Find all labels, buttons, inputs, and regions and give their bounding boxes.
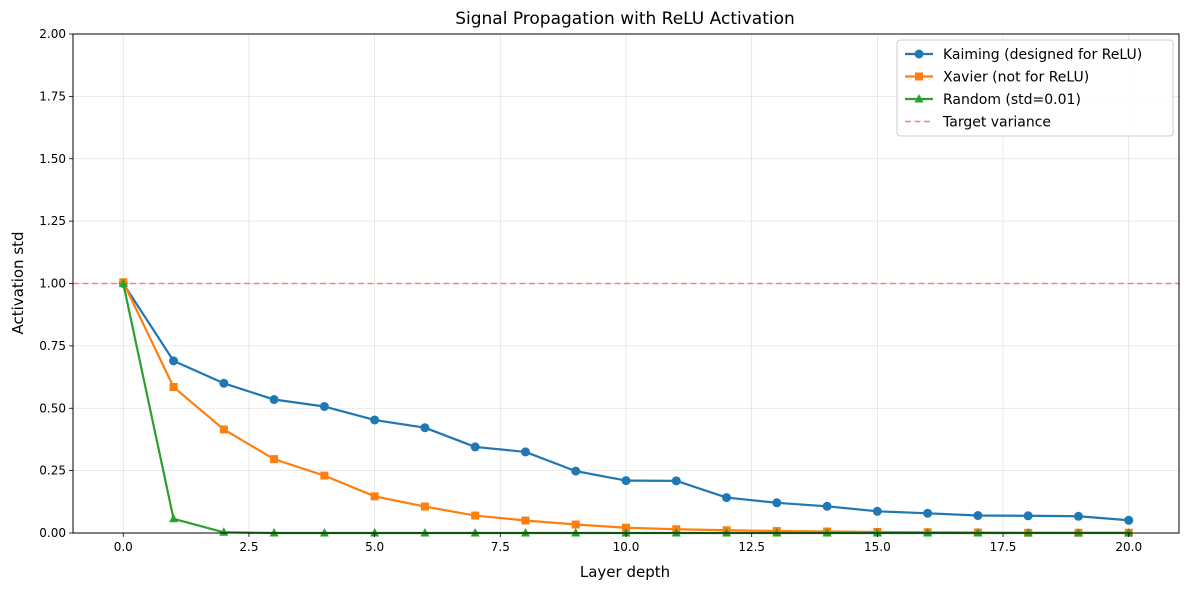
x-tick-label: 10.0 xyxy=(613,540,640,554)
data-point xyxy=(622,523,630,532)
data-point xyxy=(319,528,329,537)
legend-label: Kaiming (designed for ReLU) xyxy=(943,47,1142,63)
data-point xyxy=(219,425,228,434)
data-point xyxy=(370,415,380,425)
data-point xyxy=(1124,515,1134,525)
y-axis-label: Activation std xyxy=(9,231,27,334)
data-point xyxy=(1023,511,1033,521)
y-tick-label: 1.25 xyxy=(39,214,66,228)
data-point xyxy=(320,471,329,480)
data-point xyxy=(571,528,581,537)
legend-marker xyxy=(915,72,923,81)
data-point xyxy=(872,506,882,516)
data-point xyxy=(923,528,933,537)
x-tick-label: 7.5 xyxy=(491,540,510,554)
data-point xyxy=(973,511,983,521)
data-point xyxy=(169,513,179,523)
x-tick-label: 17.5 xyxy=(990,540,1017,554)
data-point xyxy=(521,516,530,525)
data-point xyxy=(269,528,279,537)
data-point xyxy=(520,447,530,457)
legend-entry: Xavier (not for ReLU) xyxy=(905,70,1089,86)
legend-entry: Random (std=0.01) xyxy=(905,92,1081,108)
data-point xyxy=(1023,528,1033,537)
data-point xyxy=(420,423,430,433)
data-point xyxy=(269,395,279,405)
data-point xyxy=(370,492,379,501)
chart-title: Signal Propagation with ReLU Activation xyxy=(455,9,795,29)
x-tick-label: 0.0 xyxy=(114,540,133,554)
data-point xyxy=(973,528,983,537)
data-point xyxy=(571,520,580,529)
y-tick-label: 0.75 xyxy=(39,339,66,353)
legend-marker xyxy=(914,94,924,103)
data-point xyxy=(520,528,530,537)
x-tick-label: 5.0 xyxy=(365,540,384,554)
x-tick-label: 12.5 xyxy=(738,540,765,554)
x-tick-label: 15.0 xyxy=(864,540,891,554)
data-point xyxy=(420,502,429,511)
y-tick-label: 1.75 xyxy=(39,89,66,103)
y-tick-label: 0.00 xyxy=(39,526,66,540)
legend-entry: Kaiming (designed for ReLU) xyxy=(905,47,1142,63)
y-axis: 0.00 0.25 0.50 0.75 1.00 1.25 1.50 1.75 2.00 xyxy=(39,27,73,540)
data-point xyxy=(270,455,279,464)
data-point xyxy=(772,498,782,508)
data-point xyxy=(420,528,430,537)
x-tick-label: 2.5 xyxy=(239,540,258,554)
data-point xyxy=(571,466,581,476)
legend-marker xyxy=(914,49,924,59)
data-point xyxy=(219,378,229,388)
y-tick-label: 1.50 xyxy=(39,152,66,166)
data-point xyxy=(118,278,128,287)
data-point xyxy=(621,476,631,486)
legend: Kaiming (designed for ReLU) Xavier (not f… xyxy=(896,39,1174,137)
data-point xyxy=(169,356,179,366)
data-point xyxy=(722,493,732,503)
data-point xyxy=(319,402,329,412)
x-axis-label: Layer depth xyxy=(580,563,670,581)
legend-label: Target variance xyxy=(942,115,1051,131)
data-point xyxy=(872,528,882,537)
data-point xyxy=(169,383,178,392)
x-tick-label: 20.0 xyxy=(1115,540,1142,554)
data-point xyxy=(1124,528,1134,537)
legend-entry: Target variance xyxy=(905,115,1051,131)
legend-box xyxy=(896,39,1174,137)
y-tick-label: 0.50 xyxy=(39,401,66,415)
y-tick-label: 2.00 xyxy=(39,27,66,41)
legend-label: Random (std=0.01) xyxy=(943,92,1081,108)
legend-label: Xavier (not for ReLU) xyxy=(943,70,1089,86)
data-point xyxy=(1073,528,1083,537)
data-point xyxy=(1073,511,1083,521)
x-axis: 0.0 2.5 5.0 7.5 10.0 12.5 15.0 17.5 20.0 xyxy=(114,533,1142,554)
data-point xyxy=(621,528,631,537)
data-point xyxy=(671,528,681,537)
y-tick-label: 0.25 xyxy=(39,464,66,478)
data-point xyxy=(470,442,480,452)
y-tick-label: 1.00 xyxy=(39,277,66,291)
data-point xyxy=(219,527,229,536)
data-point xyxy=(370,528,380,537)
data-point xyxy=(471,511,480,520)
data-point xyxy=(822,528,832,537)
data-point xyxy=(772,528,782,537)
data-point xyxy=(671,476,681,486)
data-point xyxy=(923,508,933,518)
data-point xyxy=(470,528,480,537)
data-point xyxy=(722,528,732,537)
data-point xyxy=(822,501,832,511)
